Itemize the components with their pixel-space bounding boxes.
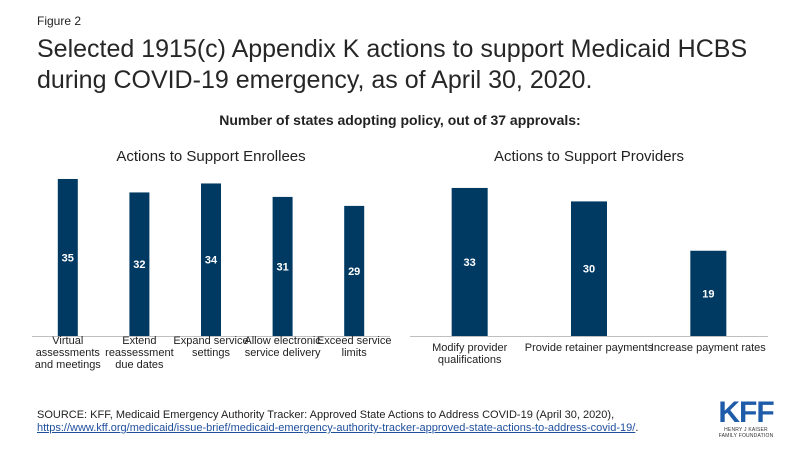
category-label-line: reassessment xyxy=(105,347,173,359)
source-link-suffix: . xyxy=(635,422,639,434)
bar xyxy=(201,183,221,336)
kff-logo-line-1: HENRY J KAISER xyxy=(724,427,768,433)
kff-logo-mark: KFF xyxy=(718,396,774,429)
category-label: Allow electronic service delivery xyxy=(244,335,321,359)
category-label: Modify provider qualifications xyxy=(432,342,508,366)
category-label-line: and meetings xyxy=(35,359,102,371)
category-label-line: Allow electronic xyxy=(244,335,321,347)
chart-title-line-1: Selected 1915(c) Appendix K actions to s… xyxy=(37,35,748,63)
category-label-line: qualifications xyxy=(438,354,502,366)
category-label-line: Increase payment rates xyxy=(651,342,766,354)
kff-logo-line-2: FAMILY FOUNDATION xyxy=(718,433,774,439)
bar xyxy=(690,250,727,336)
figure-label: Figure 2 xyxy=(37,14,82,28)
category-label: Extend reassessment due dates xyxy=(105,335,173,371)
chart-title: Selected 1915(c) Appendix K actions to s… xyxy=(37,34,777,96)
category-label-line: limits xyxy=(342,347,368,359)
data-label: 32 xyxy=(133,259,145,271)
category-label-line: Modify provider xyxy=(432,342,508,354)
panel-title-providers: Actions to Support Providers xyxy=(493,148,685,165)
chart-subtitle: Number of states adopting policy, out of… xyxy=(219,112,581,128)
data-label: 31 xyxy=(276,261,288,273)
category-label: Expand service settings xyxy=(173,335,248,359)
category-label-line: Provide retainer payments xyxy=(525,342,654,354)
category-label-line: Exceed service xyxy=(317,335,392,347)
category-label-line: assessments xyxy=(36,347,101,359)
data-label: 29 xyxy=(348,266,360,278)
kff-logo: KFF HENRY J KAISER FAMILY FOUNDATION xyxy=(706,396,786,440)
data-label: 19 xyxy=(702,288,714,300)
category-label: Virtual assessments and meetings xyxy=(35,335,102,371)
bar xyxy=(129,192,150,336)
chart-title-line-2: during COVID-19 emergency, as of April 3… xyxy=(37,66,593,94)
source-link[interactable]: https://www.kff.org/medicaid/issue-brief… xyxy=(37,422,636,434)
data-label: 34 xyxy=(205,255,218,267)
category-label-line: due dates xyxy=(115,359,164,371)
category-label-line: Expand service xyxy=(173,335,248,347)
category-label: Exceed service limits xyxy=(317,335,392,359)
data-label: 35 xyxy=(62,252,74,264)
category-label-line: Extend xyxy=(122,335,156,347)
category-label-line: service delivery xyxy=(245,347,321,359)
category-label: Provide retainer payments xyxy=(525,342,654,354)
source-note: SOURCE: KFF, Medicaid Emergency Authorit… xyxy=(37,409,687,435)
category-label: Increase payment rates xyxy=(651,342,766,354)
category-label-line: Virtual xyxy=(52,335,83,347)
panel-title-enrollees: Actions to Support Enrollees xyxy=(116,148,306,165)
bar xyxy=(344,205,365,336)
category-label-line: settings xyxy=(192,347,230,359)
bar xyxy=(272,196,293,336)
bar xyxy=(57,178,78,336)
bar xyxy=(571,201,607,336)
bar xyxy=(451,187,488,336)
source-text: SOURCE: KFF, Medicaid Emergency Authorit… xyxy=(37,409,615,421)
data-label: 33 xyxy=(464,257,476,269)
data-label: 30 xyxy=(583,264,595,276)
